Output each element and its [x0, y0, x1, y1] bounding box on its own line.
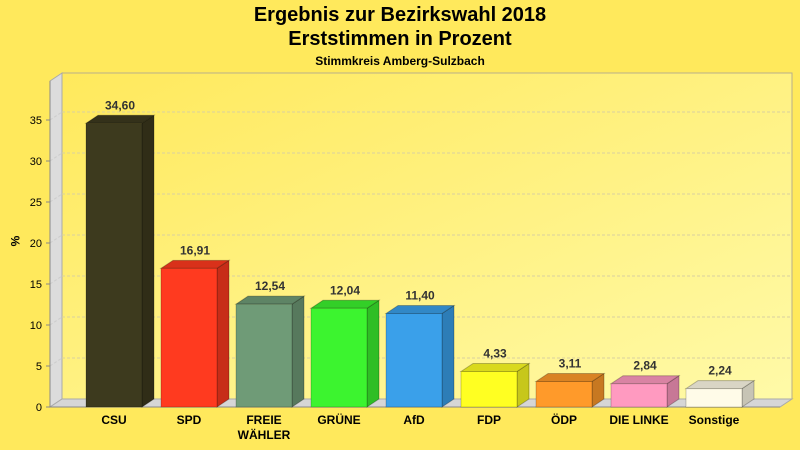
bar [160, 267, 218, 408]
bar [385, 313, 443, 408]
bar [610, 383, 668, 408]
bar [685, 388, 743, 408]
bar [235, 303, 293, 408]
chart-title: Ergebnis zur Bezirkswahl 2018 [253, 4, 547, 26]
bar-top [534, 372, 606, 382]
x-tick-label: GRÜNE [317, 412, 360, 427]
y-tick-label: 15 [30, 279, 42, 291]
bar-side [291, 295, 305, 408]
y-tick-label: 25 [30, 197, 42, 209]
bar-value-label: 34,60 [105, 98, 135, 112]
bar [310, 307, 368, 408]
bar-side [366, 299, 380, 408]
bar-top [459, 362, 531, 372]
x-tick-label: WÄHLER [238, 427, 291, 442]
x-tick-label: CSU [101, 413, 126, 427]
bar-top [84, 114, 156, 124]
y-tick-label: 0 [36, 402, 42, 414]
x-tick-label: ÖDP [551, 412, 577, 427]
bar-top [234, 295, 306, 305]
bar-side [216, 259, 230, 408]
y-tick-label: 30 [30, 156, 42, 168]
bar-value-label: 4,33 [483, 346, 507, 360]
bar-value-label: 12,04 [330, 283, 360, 297]
bar-value-label: 16,91 [180, 243, 210, 257]
plot-left-wall [49, 72, 63, 408]
y-tick-label: 20 [30, 238, 42, 250]
chart-subtitle: Stimmkreis Amberg-Sulzbach [315, 54, 485, 68]
bar-top [384, 305, 456, 315]
y-tick-label: 10 [30, 320, 42, 332]
gridline-side [49, 357, 63, 367]
gridline-side [49, 111, 63, 121]
bar-side [441, 304, 455, 408]
bar-value-label: 2,84 [633, 359, 657, 373]
x-tick-label: SPD [177, 413, 202, 427]
y-tick-label: 5 [36, 361, 42, 373]
x-tick-label: DIE LINKE [609, 413, 668, 427]
bar [535, 380, 593, 408]
x-tick-label: FREIE [246, 413, 281, 427]
x-tick-label: Sonstige [689, 413, 740, 427]
bar-value-label: 12,54 [255, 279, 285, 293]
bar-value-label: 2,24 [708, 364, 732, 378]
bar-top [684, 380, 756, 390]
bar-top [159, 259, 231, 269]
chart-title-line2: Erststimmen in Prozent [288, 28, 512, 50]
gridline-side [49, 275, 63, 285]
bar-value-label: 11,40 [405, 289, 435, 303]
bar-top [609, 375, 681, 385]
x-tick-label: FDP [477, 413, 501, 427]
bar-side [141, 114, 155, 408]
gridline-side [49, 316, 63, 326]
bar-top [309, 299, 381, 309]
bar [460, 370, 518, 408]
gridline-side [49, 234, 63, 244]
bar [85, 122, 143, 408]
x-tick-label: AfD [403, 413, 425, 427]
y-tick-label: 35 [30, 115, 42, 127]
bar-value-label: 3,11 [559, 356, 582, 370]
gridline-side [49, 152, 63, 162]
gridline-side [49, 193, 63, 203]
